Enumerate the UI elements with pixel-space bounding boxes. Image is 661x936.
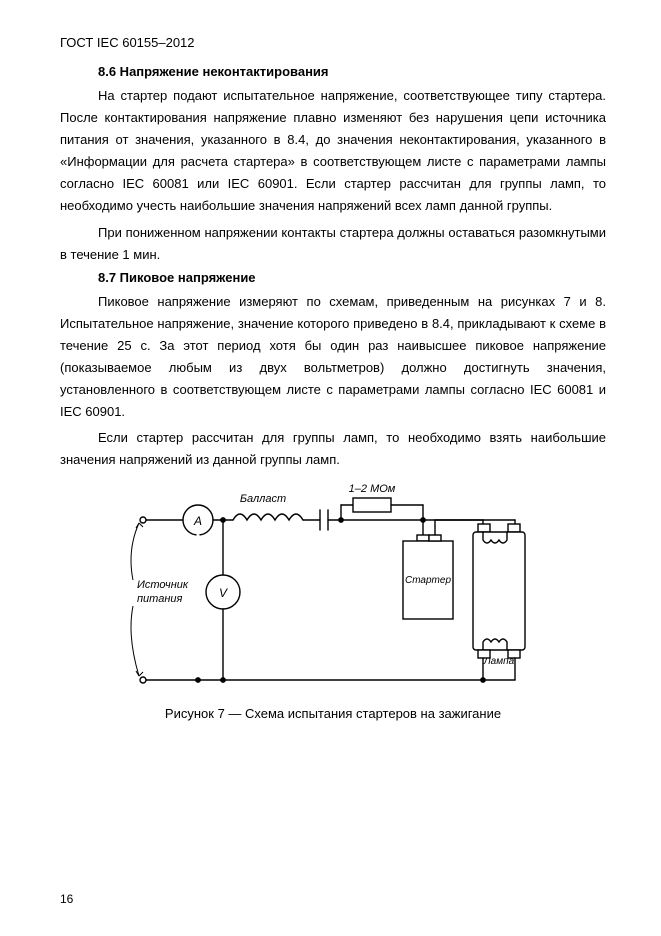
page-number: 16 (60, 892, 73, 906)
section-8-7-paragraph-1: Пиковое напряжение измеряют по схемам, п… (60, 291, 606, 424)
source-label-2: питания (137, 593, 182, 605)
source-label-1: Источник (137, 579, 189, 591)
figure-7-caption: Рисунок 7 — Схема испытания стартеров на… (60, 706, 606, 721)
section-8-6-paragraph-2: При пониженном напряжении контакты старт… (60, 222, 606, 266)
section-8-6-title: 8.6 Напряжение неконтактирования (60, 64, 606, 79)
meter-v-label: V (219, 586, 228, 600)
meter-a-label: A (193, 514, 202, 528)
ballast-label: Балласт (240, 493, 286, 505)
document-header: ГОСТ IEC 60155–2012 (60, 35, 606, 50)
figure-7: A Балласт (60, 480, 606, 721)
resistor-label: 1–2 МОм (349, 483, 396, 495)
page: ГОСТ IEC 60155–2012 8.6 Напряжение некон… (0, 0, 661, 936)
starter-label: Стартер (405, 575, 451, 586)
section-8-7-title: 8.7 Пиковое напряжение (60, 270, 606, 285)
section-8-6-paragraph-1: На стартер подают испытательное напряжен… (60, 85, 606, 218)
section-8-7-paragraph-2: Если стартер рассчитан для группы ламп, … (60, 427, 606, 471)
figure-7-svg: A Балласт (123, 480, 543, 695)
